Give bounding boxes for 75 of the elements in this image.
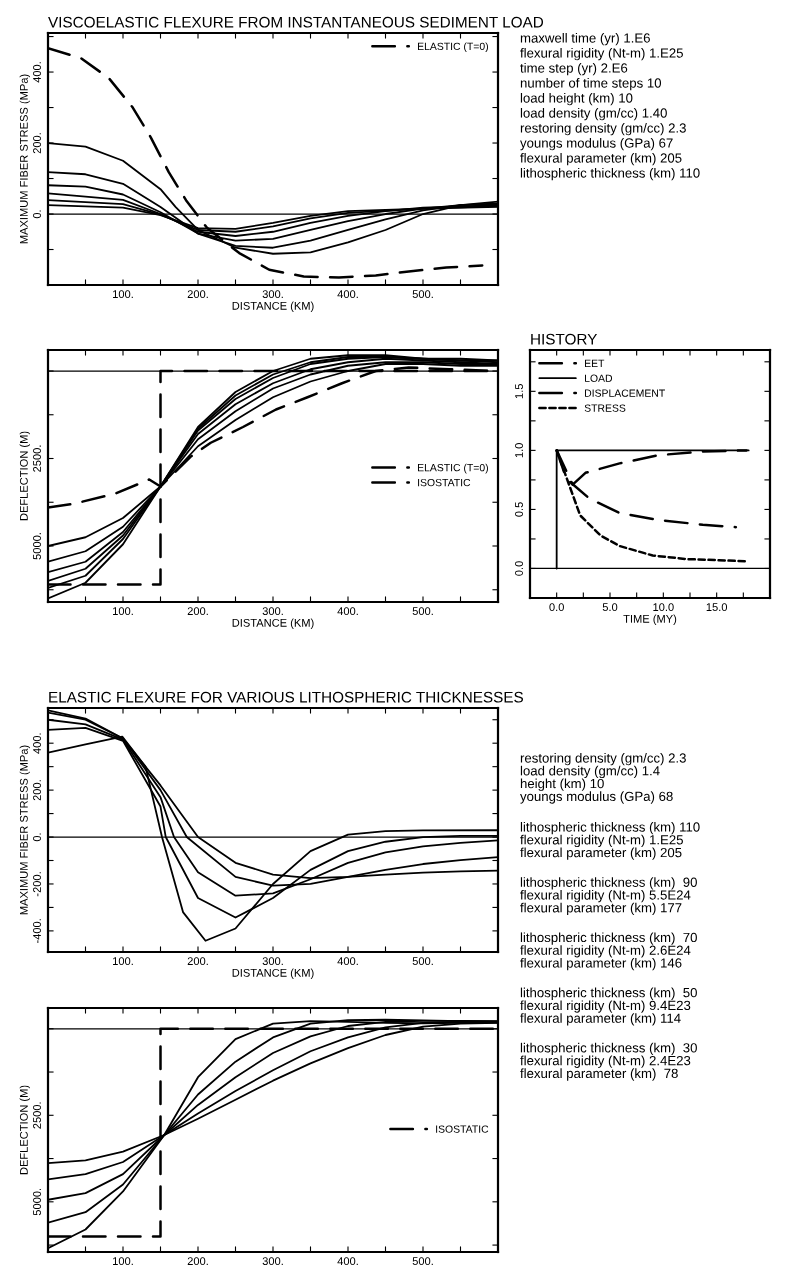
text: lithospheric thickness (km) 30 flexural rigidity (Nt-m) 2.4E23 flexural parameter (km) 78	[520, 1042, 697, 1081]
x-tick-label: 0.0	[549, 603, 564, 612]
x-tick-label: 15.0	[706, 603, 728, 612]
y-tick-label: 400.	[33, 733, 41, 754]
text: lithospheric thickness (km) 70 flexural rigidity (Nt-m) 2.6E24 flexural parameter (km) 146	[520, 932, 697, 971]
text: lithospheric thickness (km) 90 flexural rigidity (Nt-m) 5.5E24 flexural parameter (km) 177	[520, 877, 697, 916]
legend-label: STRESS	[584, 404, 626, 412]
text: number of time steps 10	[520, 78, 662, 91]
x-tick-label: 300.	[262, 957, 283, 966]
text: restoring density (gm/cc) 2.3	[520, 123, 686, 136]
legend-label: ELASTIC (T=0)	[417, 463, 488, 474]
x-tick-label: 5.0	[602, 603, 618, 612]
x-tick-label: 400.	[337, 290, 358, 299]
x-tick-label: 300.	[262, 1257, 283, 1266]
text: restoring density (gm/cc) 2.3 load density (gm/cc) 1.4 height (km) 10 youngs modulus (GPa) 68	[520, 753, 686, 804]
x-tick-label: 400.	[337, 957, 358, 966]
chart-title: ELASTIC FLEXURE FOR VARIOUS LITHOSPHERIC THICKNESSES	[49, 691, 524, 703]
y-tick-label: 400.	[33, 62, 41, 83]
x-tick-label: 500.	[412, 1257, 433, 1266]
y-axis-title: MAXIMUM FIBER STRESS (MPa)	[19, 74, 30, 244]
text: load height (km) 10	[520, 93, 633, 106]
y-tick-label: 0.0	[515, 561, 523, 576]
chart-title: HISTORY	[531, 333, 598, 345]
x-tick-label: 100.	[113, 290, 133, 299]
y-tick-label: 5000.	[33, 1188, 41, 1216]
x-tick-label: 500.	[412, 607, 433, 616]
x-tick-label: 200.	[187, 290, 208, 299]
y-tick-label: -200.	[33, 872, 41, 897]
x-tick-label: 500.	[412, 957, 433, 966]
text: maxwell time (yr) 1.E6	[520, 33, 650, 46]
y-tick-label: 200.	[33, 780, 41, 801]
x-axis-title: TIME (MY)	[623, 614, 677, 625]
y-tick-label: 200.	[33, 133, 41, 154]
text: flexural parameter (km) 205	[520, 153, 682, 166]
y-tick-label: 2500.	[33, 1102, 41, 1129]
text: load density (gm/cc) 1.40	[520, 108, 667, 121]
legend-label: ISOSTATIC	[436, 1125, 489, 1133]
x-tick-label: 400.	[337, 1257, 358, 1266]
x-tick-label: 10.0	[653, 603, 674, 612]
text: time step (yr) 2.E6	[520, 63, 628, 76]
x-axis-title: DISTANCE (KM)	[232, 968, 314, 979]
y-tick-label: 0.	[33, 833, 41, 842]
x-axis-title: DISTANCE (KM)	[232, 301, 314, 312]
x-tick-label: 300.	[262, 290, 283, 299]
x-tick-label: 200.	[187, 1257, 208, 1266]
y-axis-title: MAXIMUM FIBER STRESS (MPa)	[19, 745, 30, 915]
y-axis-title: DEFLECTION (M)	[19, 1085, 30, 1175]
y-tick-label: 1.0	[515, 443, 523, 458]
x-tick-label: 100.	[113, 607, 133, 616]
x-tick-label: 200.	[187, 957, 208, 966]
y-tick-label: 2500.	[33, 445, 41, 472]
x-tick-label: 100.	[113, 957, 133, 966]
x-axis-title: DISTANCE (KM)	[232, 618, 314, 629]
text: lithospheric thickness (km) 110 flexural rigidity (Nt-m) 1.E25 flexural parameter (km) 205	[520, 822, 700, 860]
y-tick-label: 1.5	[515, 384, 523, 399]
legend-label: LOAD	[585, 374, 613, 382]
legend-label: EET	[585, 359, 605, 367]
text: lithospheric thickness (km) 110	[520, 168, 700, 181]
legend-label: ISOSTATIC	[418, 478, 471, 487]
x-tick-label: 300.	[262, 607, 283, 616]
x-tick-label: 200.	[187, 607, 208, 616]
legend-label: DISPLACEMENT	[585, 389, 665, 397]
x-tick-label: 100.	[113, 1257, 133, 1266]
text: flexural rigidity (Nt-m) 1.E25	[520, 48, 683, 61]
y-tick-label: -400.	[33, 919, 41, 944]
x-tick-label: 400.	[337, 607, 358, 616]
text: youngs modulus (GPa) 67	[520, 138, 673, 151]
chart-title: VISCOELASTIC FLEXURE FROM INSTANTANEOUS SEDIMENT LOAD	[48, 16, 544, 28]
y-tick-label: 0.	[33, 210, 41, 219]
text: lithospheric thickness (km) 50 flexural rigidity (Nt-m) 9.4E23 flexural parameter (km) 114	[520, 987, 697, 1026]
legend-label: ELASTIC (T=0)	[417, 42, 488, 53]
x-tick-label: 500.	[412, 290, 433, 299]
y-tick-label: 5000.	[33, 533, 41, 560]
y-tick-label: 0.5	[515, 502, 523, 517]
y-axis-title: DEFLECTION (M)	[19, 431, 30, 521]
